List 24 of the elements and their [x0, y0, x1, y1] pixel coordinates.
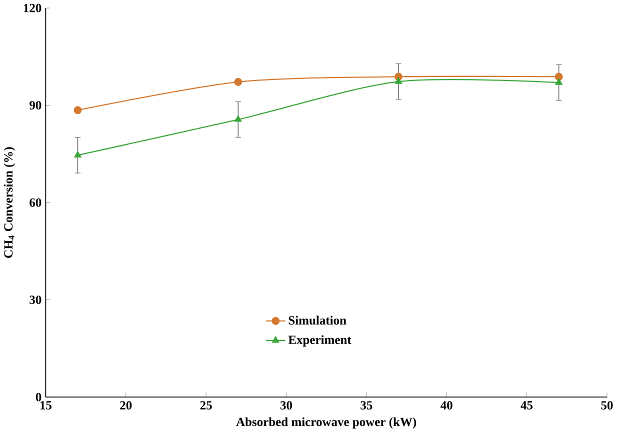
y-tick-label: 60 — [30, 198, 42, 207]
point — [554, 72, 563, 80]
point — [234, 115, 242, 122]
x-tick-label: 45 — [520, 400, 533, 410]
legend-label: Simulation — [288, 316, 346, 324]
point — [74, 151, 82, 158]
x-tick-label: 40 — [440, 400, 452, 410]
x-tick-label: 15 — [40, 400, 52, 410]
y-tick-label: 30 — [30, 295, 42, 304]
legend-label: Experiment — [288, 335, 352, 346]
point — [555, 78, 562, 85]
y-axis-title: CH$_{4}$ Conversion (%) — [4, 146, 16, 258]
point — [394, 77, 402, 84]
point — [234, 78, 242, 86]
y-tick-label: 120 — [24, 4, 42, 12]
x-tick-label: 35 — [360, 400, 372, 410]
x-tick-label: 30 — [280, 400, 292, 410]
y-tick-label: 90 — [30, 100, 42, 110]
x-tick-label: 20 — [120, 400, 132, 410]
x-axis-title: Absorbed microwave power (kW) — [236, 417, 416, 428]
y-tick-label: 0 — [36, 392, 42, 402]
x-tick-label: 50 — [601, 400, 613, 410]
x-tick-label: 25 — [200, 400, 212, 410]
point — [74, 106, 82, 114]
